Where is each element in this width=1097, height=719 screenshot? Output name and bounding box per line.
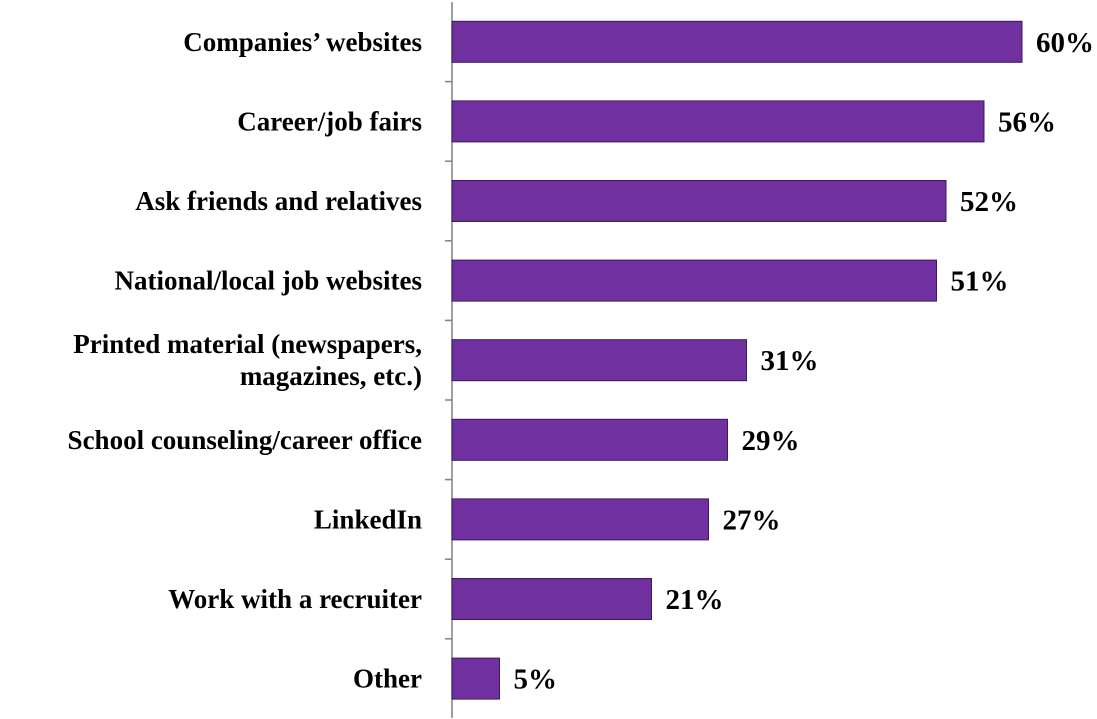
bar: [451, 100, 985, 143]
value-label: 5%: [514, 664, 558, 696]
value-label: 51%: [951, 266, 1009, 298]
value-label: 27%: [723, 504, 781, 536]
category-label: Work with a recruiter: [168, 584, 422, 614]
bar: [451, 418, 728, 461]
value-label: 31%: [761, 345, 819, 377]
value-label: 56%: [998, 106, 1056, 138]
bar: [451, 259, 937, 302]
category-label: Companies’ websites: [183, 27, 422, 57]
category-label: Printed material (newspapers, magazines, …: [73, 329, 422, 391]
bar: [451, 339, 747, 382]
y-axis: [445, 2, 453, 718]
category-label: LinkedIn: [314, 504, 422, 534]
category-label: School counseling/career office: [68, 425, 422, 455]
value-label: 52%: [960, 186, 1018, 218]
bar: [451, 578, 652, 620]
value-labels: 60% 56% 52% 51% 31% 29% 27% 21% 5%: [514, 27, 1095, 696]
value-label: 60%: [1036, 27, 1094, 59]
value-label: 21%: [666, 584, 724, 616]
bar: [451, 657, 500, 700]
bar: [451, 180, 947, 222]
value-label: 29%: [742, 425, 800, 457]
bar: [451, 498, 709, 541]
category-labels: Companies’ websites Career/job fairs Ask f…: [68, 27, 422, 694]
category-label: Career/job fairs: [237, 106, 422, 136]
category-label: Other: [353, 664, 422, 694]
category-label: National/local job websites: [115, 266, 423, 296]
bars: [451, 20, 1023, 700]
category-label: Ask friends and relatives: [135, 186, 422, 216]
bar: [451, 20, 1023, 63]
